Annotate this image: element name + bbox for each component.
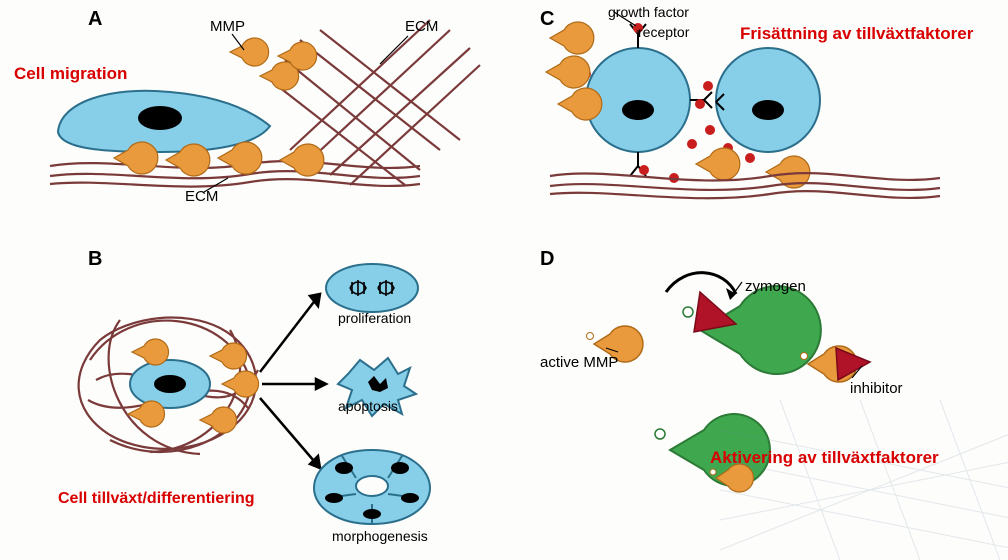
- nucleus-a: [138, 106, 182, 130]
- label-mmp: MMP: [210, 18, 245, 35]
- activation-arrow: [666, 273, 736, 294]
- proliferation-cell: [326, 264, 418, 312]
- title-a: Cell migration: [14, 64, 127, 84]
- panel-b-svg: [0, 240, 500, 560]
- label-morphogenesis: morphogenesis: [332, 528, 428, 544]
- morphogenesis-cell: [314, 450, 430, 524]
- label-ecm-bottom: ECM: [185, 188, 218, 205]
- panel-d-letter: D: [540, 248, 554, 271]
- title-c: Frisättning av tillväxtfaktorer: [740, 24, 973, 44]
- label-active-mmp: active MMP: [540, 354, 618, 371]
- label-inhibitor: inhibitor: [850, 380, 903, 397]
- nucleus-b: [154, 375, 186, 393]
- ecm-bottom-c: [550, 173, 940, 198]
- panel-a-letter: A: [88, 8, 102, 31]
- title-d: Aktivering av tillväxtfaktorer: [710, 448, 939, 468]
- label-proliferation: proliferation: [338, 310, 411, 326]
- zymogen: [700, 286, 821, 374]
- label-zymogen: zymogen: [745, 278, 806, 295]
- arrows-b: [260, 294, 326, 468]
- label-apoptosis: apoptosis: [338, 398, 398, 414]
- bg-mesh: [720, 400, 1008, 560]
- label-receptor: receptor: [638, 24, 689, 40]
- label-growth-factor: growth factor: [608, 4, 689, 20]
- title-b: Cell tillväxt/differentiering: [58, 490, 254, 508]
- panel-c-letter: C: [540, 8, 554, 31]
- panel-b-letter: B: [88, 248, 102, 271]
- label-ecm-top: ECM: [405, 18, 438, 35]
